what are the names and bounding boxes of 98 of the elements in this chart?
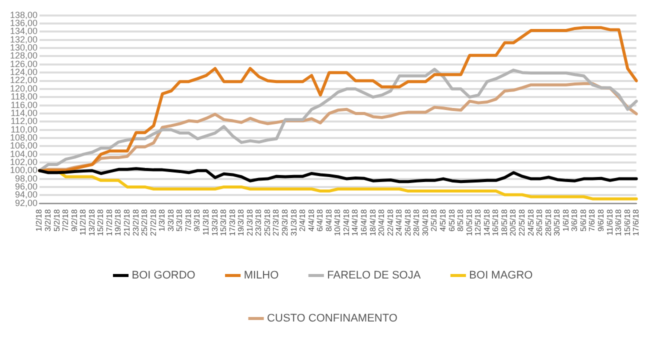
- x-tick-label: 16/4/18: [360, 208, 368, 236]
- x-tick-label: 30/5/18: [552, 208, 562, 236]
- x-tick-label: 25/3/18: [262, 208, 272, 236]
- legend-label: BOI MAGRO: [469, 270, 534, 282]
- x-tick-label: 11/6/18: [605, 208, 614, 236]
- x-tick-label: 28/4/18: [412, 208, 422, 236]
- x-tick-label: 11/3/18: [202, 208, 211, 236]
- y-tick-label: 126,00: [10, 58, 38, 69]
- x-tick-label: 30/4/18: [420, 208, 430, 236]
- x-tick-label: 16/5/18: [491, 208, 500, 236]
- y-tick-label: 112,00: [10, 116, 38, 126]
- x-tick-label: 8/4/18: [324, 208, 334, 232]
- x-tick-label: 15/2/18: [96, 208, 106, 236]
- x-tick-label: 21/2/18: [122, 208, 132, 236]
- legend-label: FARELO DE SOJA: [327, 270, 422, 282]
- y-tick-label: 122,00: [10, 75, 38, 86]
- x-tick-label: 13/3/18: [210, 208, 220, 236]
- y-tick-label: 100,00: [10, 165, 38, 176]
- x-tick-label: 17/6/18: [632, 208, 641, 236]
- x-tick-label: 2/4/18: [298, 208, 308, 232]
- x-tick-label: 15/3/18: [219, 208, 228, 236]
- y-tick-label: 120,00: [10, 83, 38, 94]
- x-tick-label: 23/2/18: [131, 208, 140, 236]
- x-tick-label: 26/5/18: [535, 208, 544, 236]
- y-tick-label: 124,00: [10, 67, 38, 78]
- y-tick-label: 108,00: [10, 132, 38, 142]
- x-tick-label: 5/6/18: [578, 208, 588, 232]
- x-tick-label: 14/5/18: [482, 208, 492, 236]
- x-tick-label: 7/2/18: [61, 208, 70, 232]
- x-tick-label: 5/2/18: [52, 208, 62, 232]
- x-tick-label: 2/5/18: [430, 208, 439, 232]
- x-tick-label: 6/4/18: [316, 208, 325, 232]
- x-tick-label: 1/3/18: [158, 208, 167, 232]
- y-tick-label: 134,00: [10, 26, 38, 36]
- x-tick-label: 26/4/18: [403, 208, 412, 236]
- x-tick-label: 21/3/18: [245, 208, 254, 236]
- x-tick-label: 13/6/18: [614, 208, 624, 236]
- x-tick-label: 19/2/18: [114, 208, 123, 236]
- x-tick-label: 15/6/18: [622, 208, 632, 236]
- x-tick-label: 22/4/18: [386, 208, 395, 236]
- y-tick-label: 136,00: [10, 18, 38, 28]
- x-tick-label: 18/5/18: [500, 208, 509, 236]
- y-tick-label: 104,00: [10, 148, 38, 159]
- y-tick-label: 94,00: [14, 190, 38, 200]
- y-tick-label: 138,00: [10, 10, 38, 20]
- y-tick-label: 110,00: [10, 124, 38, 134]
- x-tick-label: 9/3/18: [192, 208, 202, 232]
- x-tick-label: 31/3/18: [289, 208, 298, 236]
- x-tick-label: 23/3/18: [254, 208, 264, 236]
- x-tick-label: 17/2/18: [104, 208, 114, 236]
- x-tick-label: 6/5/18: [447, 208, 456, 232]
- x-tick-label: 3/2/18: [44, 208, 53, 232]
- x-tick-label: 4/4/18: [306, 208, 316, 232]
- x-tick-label: 3/3/18: [166, 208, 176, 232]
- legend-label: BOI GORDO: [132, 270, 196, 282]
- y-tick-label: 96,00: [14, 181, 38, 192]
- x-tick-label: 17/3/18: [228, 208, 237, 236]
- x-tick-label: 9/2/18: [70, 208, 79, 232]
- x-tick-label: 7/3/18: [184, 208, 193, 232]
- x-tick-label: 13/2/18: [87, 208, 96, 236]
- x-tick-label: 20/5/18: [508, 208, 518, 236]
- x-tick-label: 18/4/18: [368, 208, 378, 236]
- x-tick-label: 1/2/18: [34, 208, 44, 232]
- x-tick-label: 24/4/18: [394, 208, 404, 236]
- y-tick-label: 98,00: [14, 173, 38, 184]
- y-tick-label: 118,00: [10, 92, 38, 102]
- y-tick-label: 102,00: [10, 156, 38, 167]
- x-tick-label: 8/5/18: [456, 208, 466, 232]
- legend-label: CUSTO CONFINAMENTO: [267, 312, 398, 325]
- x-tick-label: 12/4/18: [342, 208, 351, 236]
- x-tick-label: 5/3/18: [175, 208, 184, 232]
- x-tick-label: 28/5/18: [544, 208, 553, 236]
- x-tick-label: 14/4/18: [350, 208, 360, 236]
- y-tick-label: 114,00: [10, 108, 38, 118]
- x-tick-label: 27/2/18: [148, 208, 158, 236]
- y-tick-label: 132,00: [10, 34, 38, 44]
- x-tick-label: 10/5/18: [464, 208, 474, 236]
- x-tick-label: 25/2/18: [140, 208, 150, 236]
- y-tick-label: 106,00: [10, 140, 38, 151]
- x-tick-label: 12/5/18: [474, 208, 483, 236]
- y-tick-label: 128,00: [10, 50, 38, 61]
- x-tick-label: 10/4/18: [333, 208, 342, 236]
- y-tick-label: 116,00: [10, 100, 38, 110]
- y-tick-label: 92,00: [14, 198, 38, 208]
- x-tick-label: 9/6/18: [596, 208, 606, 232]
- x-tick-label: 7/6/18: [588, 208, 597, 232]
- x-tick-label: 22/5/18: [517, 208, 526, 236]
- x-tick-label: 3/6/18: [570, 208, 580, 232]
- x-tick-label: 4/5/18: [438, 208, 448, 232]
- x-tick-label: 24/5/18: [526, 208, 536, 236]
- x-tick-label: 1/6/18: [561, 208, 570, 232]
- x-tick-label: 19/3/18: [236, 208, 246, 236]
- x-tick-label: 20/4/18: [377, 208, 386, 236]
- x-tick-label: 27/3/18: [272, 208, 281, 236]
- legend-label: MILHO: [244, 270, 280, 282]
- y-tick-label: 130,00: [10, 42, 38, 53]
- x-tick-label: 29/3/18: [280, 208, 290, 236]
- x-tick-label: 11/2/18: [78, 208, 88, 236]
